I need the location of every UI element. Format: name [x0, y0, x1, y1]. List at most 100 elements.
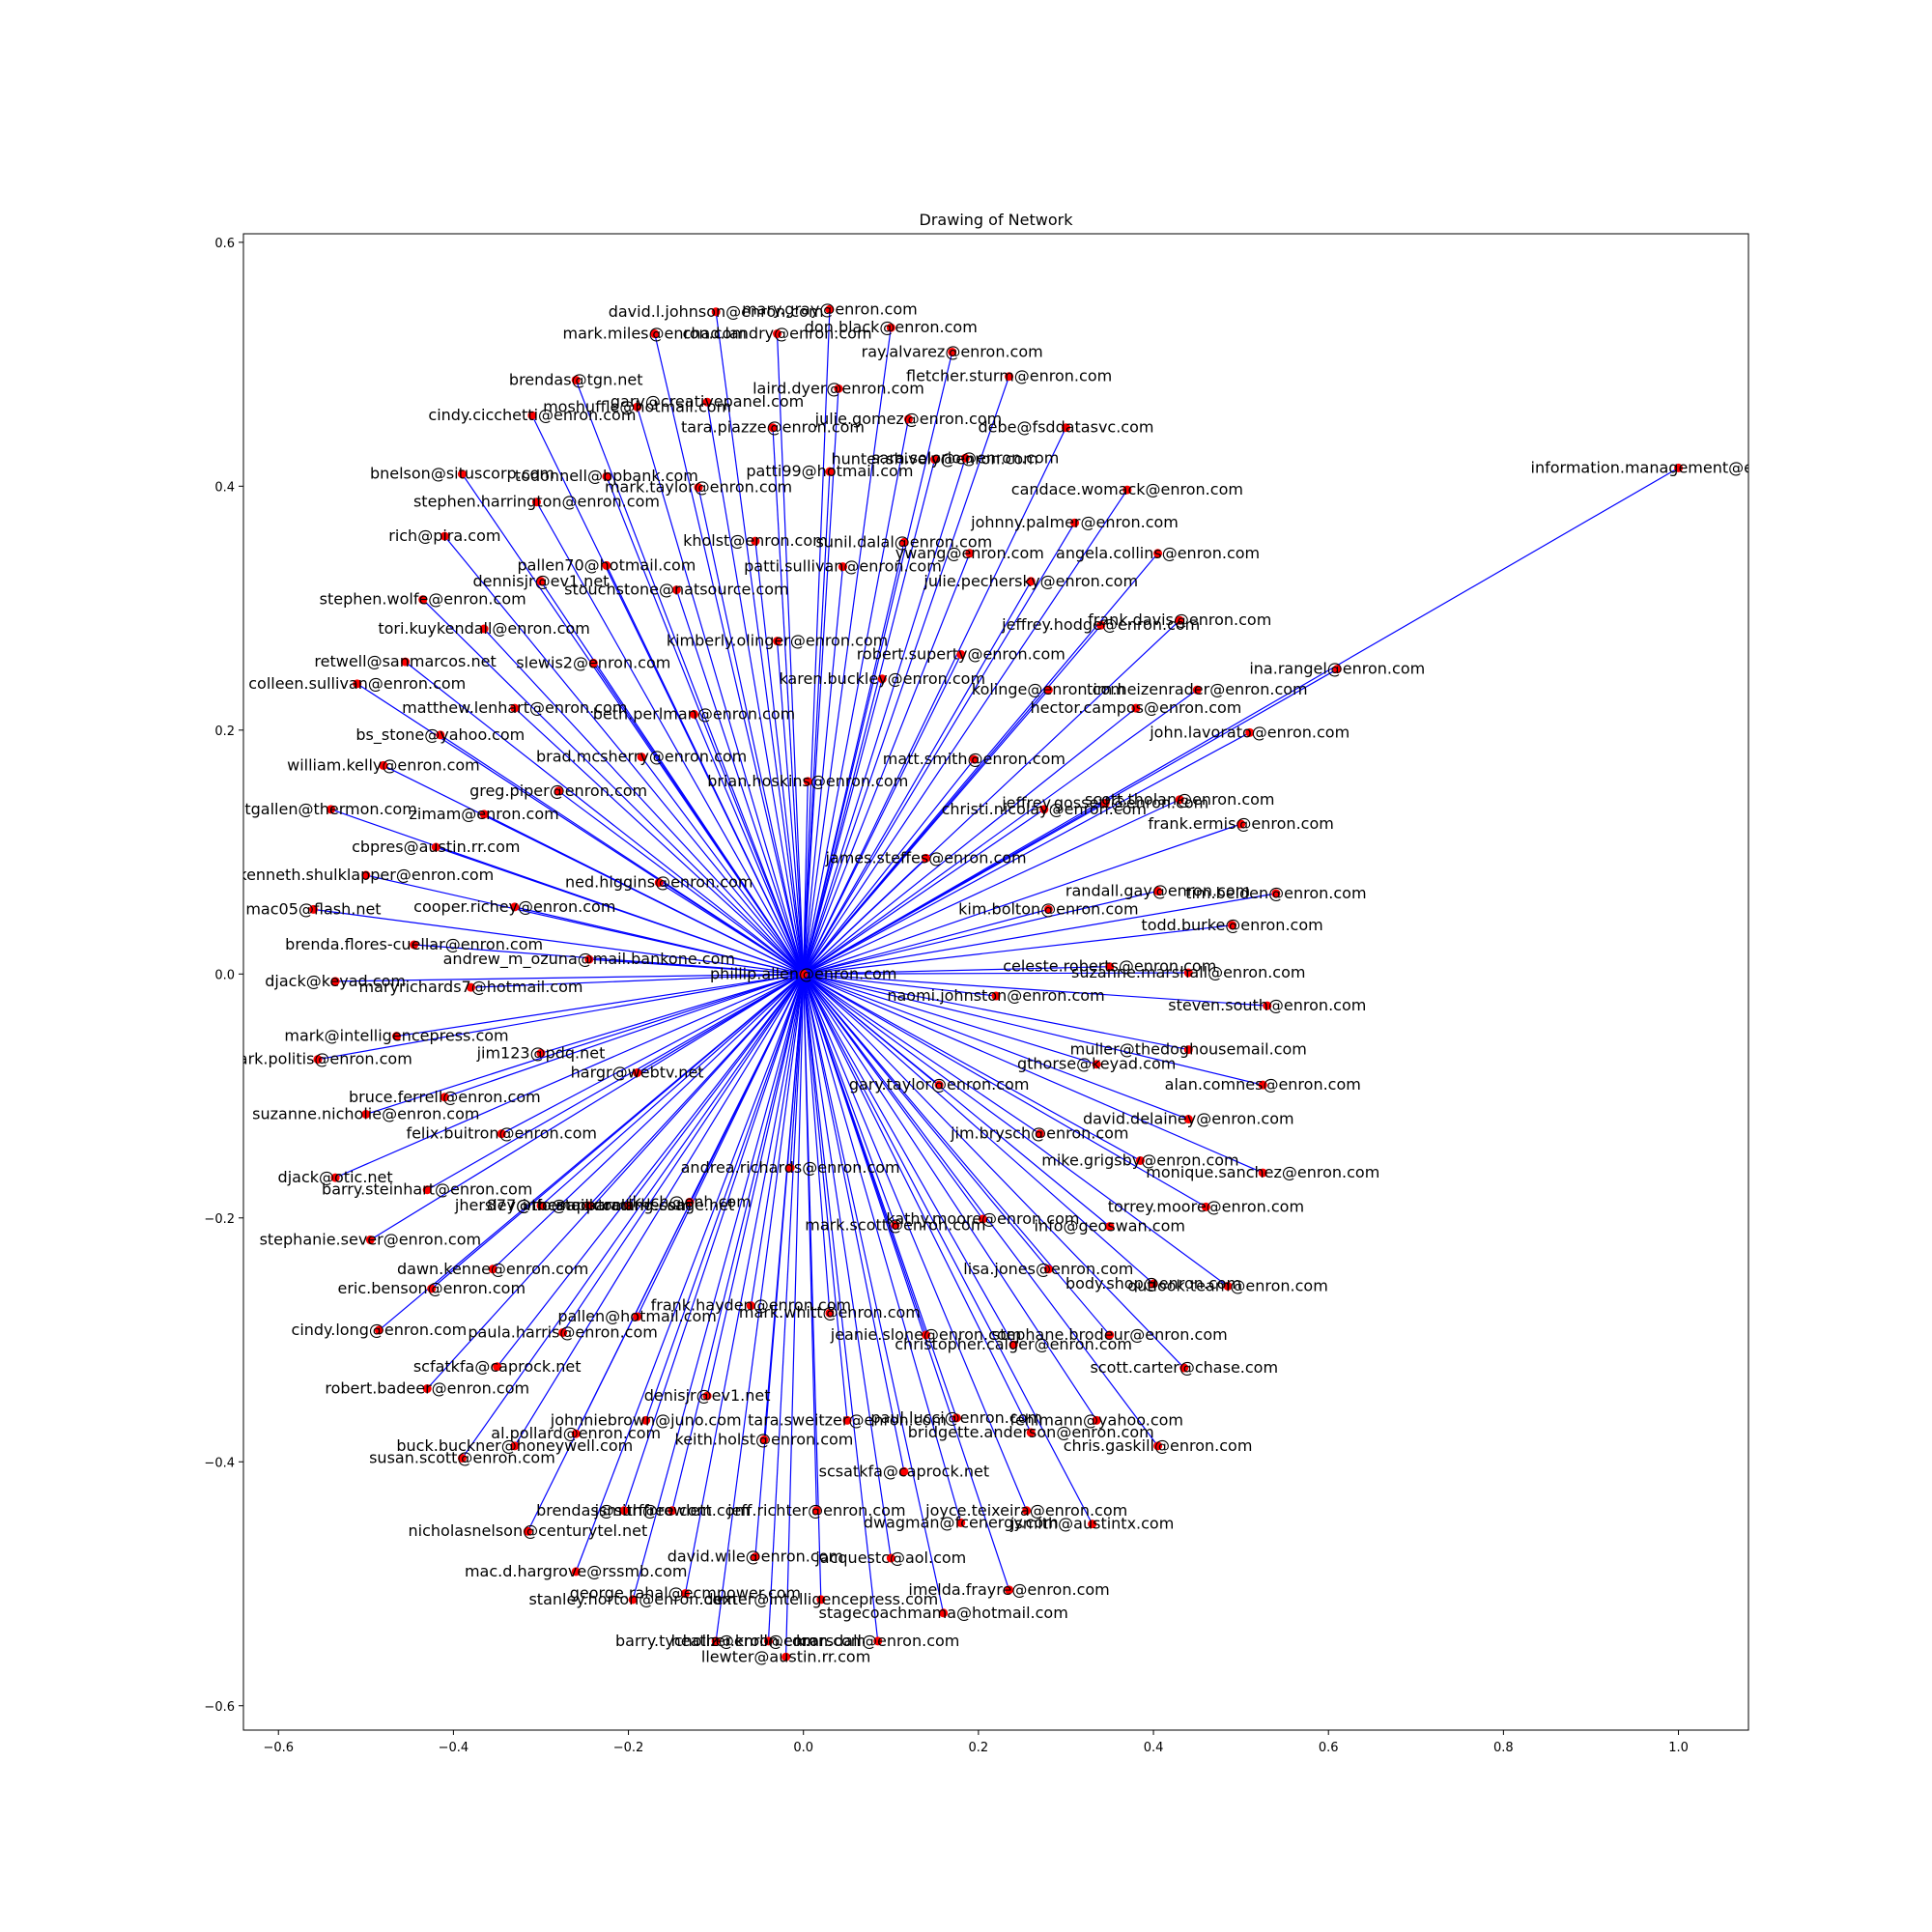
network-edge [422, 599, 805, 975]
network-node [960, 453, 970, 463]
network-node [877, 674, 887, 684]
node-label: debe@fsddatasvc.com [978, 418, 1153, 437]
network-node [418, 595, 428, 605]
node-label: zimam@enron.com [409, 805, 558, 823]
network-node [948, 347, 957, 356]
node-label: tim.heizenrader@enron.com [1087, 680, 1308, 698]
network-edge [335, 973, 804, 982]
node-label: susan.scott@enron.com [369, 1448, 555, 1466]
network-node [952, 1413, 961, 1423]
network-node [1035, 1129, 1044, 1139]
node-label: fehlmann@yahoo.com [1009, 1410, 1183, 1429]
node-label: celeste.roberts@enron.com [1003, 957, 1216, 976]
network-edge [365, 973, 804, 1116]
network-edge [803, 781, 809, 975]
network-edge [803, 973, 1264, 1086]
network-node [379, 760, 388, 770]
network-node [773, 637, 782, 646]
node-label: paul.lucci@enron.com [870, 1408, 1042, 1427]
network-node [1263, 1001, 1272, 1010]
node-label: colleen.sullivan@enron.com [248, 674, 466, 693]
node-label: jim.brysch@enron.com [950, 1124, 1128, 1143]
network-node [1026, 577, 1036, 586]
node-label: barry.steinhart@enron.com [322, 1180, 532, 1199]
network-node [759, 1435, 769, 1445]
network-edge [317, 973, 804, 1061]
network-edge [470, 973, 804, 988]
node-label: jeffrey.gossett@enron.com [1001, 794, 1208, 812]
network-edge [803, 973, 1040, 1135]
network-edge [803, 803, 1106, 975]
network-edge [803, 973, 997, 997]
network-node [711, 1636, 721, 1646]
network-edge [803, 973, 983, 1220]
network-edge [658, 882, 805, 975]
network-edge [785, 974, 805, 1658]
network-node [440, 1093, 449, 1102]
network-edge [803, 973, 1154, 1285]
network-node [392, 1032, 402, 1041]
node-label: stouchstone@natsource.com [564, 581, 788, 599]
network-node [1005, 1585, 1014, 1595]
network-edge [772, 427, 805, 975]
network-node [1228, 921, 1237, 930]
network-edge [803, 758, 975, 975]
network-edge [715, 974, 805, 1641]
node-label: pallen70@hotmail.com [517, 555, 696, 574]
node-label: jhersley@rbcmail.com [454, 1196, 627, 1214]
network-edge [444, 973, 804, 1098]
network-node [1092, 1415, 1101, 1425]
chart-title: Drawing of Network [920, 211, 1074, 229]
node-label: tim.belden@enron.com [1185, 884, 1366, 902]
node-label: pallen@hotmail.com [557, 1307, 717, 1325]
network-node [536, 577, 546, 586]
network-edge [803, 973, 1229, 1287]
node-label: robert.superty@enron.com [857, 645, 1065, 664]
node-label: john.lavorato@enron.com [1149, 723, 1350, 741]
network-node [899, 537, 909, 547]
network-node [1022, 1506, 1032, 1516]
node-label: brendas@surffree.com [536, 1501, 712, 1520]
network-node [965, 549, 975, 558]
network-node [436, 730, 445, 740]
network-edge [803, 809, 1045, 975]
node-label: scott.carter@chase.com [1090, 1358, 1278, 1377]
node-label: keith.holst@enron.com [675, 1431, 854, 1449]
node-label: david.delainey@enron.com [1083, 1110, 1294, 1128]
network-edge [803, 678, 883, 975]
network-node [624, 1201, 634, 1210]
x-tick-label: 0.6 [1319, 1741, 1339, 1755]
node-label: cbpres@austin.rr.com [352, 838, 520, 856]
network-node [1201, 1202, 1210, 1211]
network-node [763, 1636, 773, 1646]
y-tick-label: −0.4 [204, 1456, 235, 1470]
network-node [922, 1330, 931, 1340]
network-node [1183, 1045, 1193, 1055]
node-label: christi.nicolay@enron.com [942, 800, 1147, 818]
network-node [903, 414, 913, 424]
network-edge [803, 893, 1276, 975]
node-label: scfatkfa@caprock.net [413, 1357, 582, 1376]
node-label: bruce.ferrell@enron.com [349, 1088, 541, 1106]
network-node [588, 658, 598, 668]
network-edge [461, 973, 805, 1459]
node-label: dexter@intelligencepress.com [703, 1590, 938, 1608]
network-node [361, 870, 371, 880]
network-node [1088, 1520, 1097, 1529]
network-node [628, 1595, 638, 1605]
network-edge [405, 661, 805, 975]
network-node [1271, 889, 1281, 898]
network-edge [803, 974, 892, 1559]
network-edge [803, 974, 945, 1613]
network-edge [684, 974, 805, 1594]
network-node [1096, 620, 1106, 630]
nodes [308, 304, 1684, 1662]
network-edge [803, 974, 822, 1600]
node-label: greg.piper@enron.com [469, 781, 647, 800]
node-label: bs_stone@yahoo.com [355, 725, 525, 745]
network-edge [803, 974, 1010, 1591]
node-label: david.l.johnson@enron.com [609, 302, 824, 321]
node-label: cindy.cicchetti@enron.com [428, 406, 636, 424]
network-node [930, 455, 940, 465]
network-edge [443, 535, 805, 975]
